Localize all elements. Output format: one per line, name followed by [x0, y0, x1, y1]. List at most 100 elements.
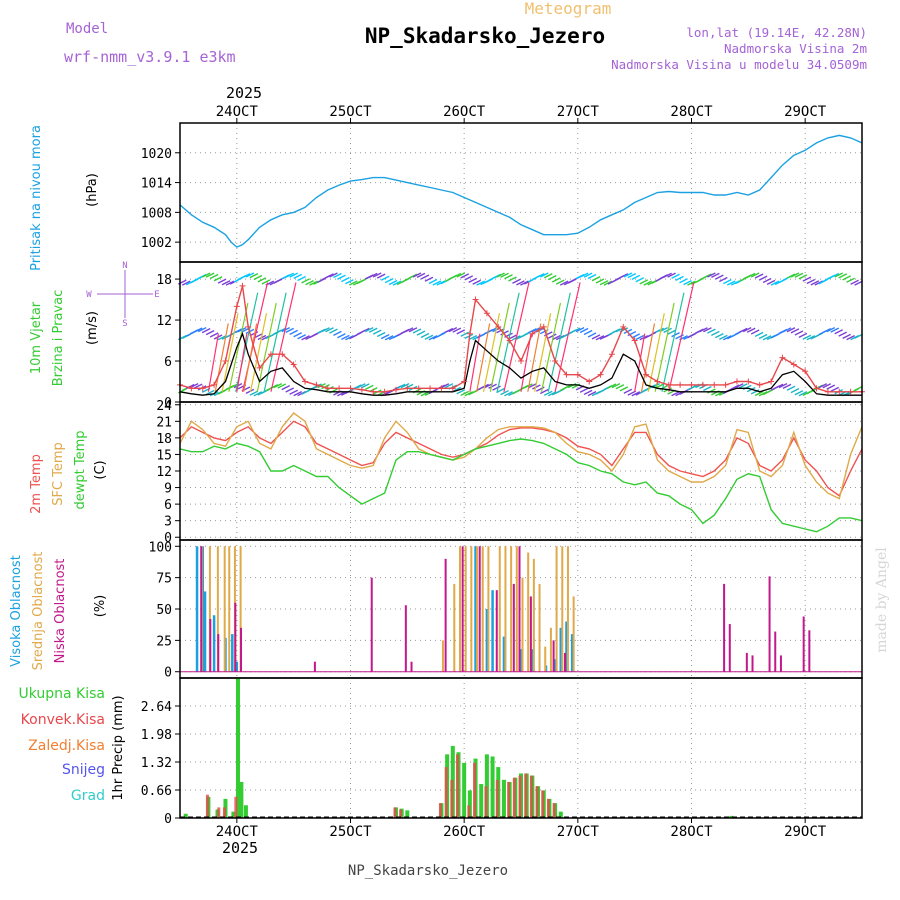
precip-bar — [222, 807, 226, 818]
wind-arrow — [356, 383, 366, 389]
wind-arrow — [547, 391, 557, 397]
precip-title-conv: Konvek.Kisa — [21, 712, 105, 728]
wind-arrow — [488, 383, 497, 389]
wind-arrow — [838, 273, 847, 279]
wind-arrow — [512, 278, 521, 284]
wind-arrow — [842, 333, 851, 339]
wind-arrow — [738, 327, 748, 334]
wind-arrow — [392, 280, 402, 286]
wind-arrow — [285, 272, 295, 278]
wind-arrow — [711, 272, 720, 279]
cloud-bar — [228, 546, 231, 672]
wind-arrow — [285, 327, 295, 334]
wind-arrow — [337, 333, 346, 339]
precip-bar — [518, 775, 522, 818]
wind-arrow — [587, 391, 597, 397]
year-top: 2025 — [226, 84, 262, 102]
wind-arrow — [317, 383, 326, 389]
wind-arrow — [341, 276, 350, 283]
wind-arrow — [297, 275, 306, 282]
gust-marker — [779, 354, 786, 361]
gust-marker — [427, 385, 434, 392]
wind-fan-arrow — [640, 323, 656, 392]
wind-arrow — [790, 388, 800, 394]
wind-arrow — [719, 334, 728, 340]
bottom-xtick-label: 26OCT — [443, 824, 486, 840]
wind-arrow — [313, 383, 322, 389]
wind-arrow — [245, 272, 255, 278]
clouds-ytick-label: 25 — [156, 634, 172, 649]
wind-arrow — [663, 327, 672, 333]
precip-ylabel: 1hr Precip (mm) — [111, 695, 126, 800]
gust-marker — [302, 378, 309, 385]
cloud-bar — [313, 661, 316, 672]
wind-arrow — [301, 278, 310, 284]
wind-arrow — [539, 388, 549, 395]
cloud-bar — [404, 605, 407, 672]
wind-arrow — [464, 275, 474, 281]
bottom-xtick-label: 25OCT — [329, 824, 372, 840]
wind-arrow — [703, 385, 712, 392]
gust-marker — [239, 282, 246, 289]
wind-arrow — [261, 279, 271, 285]
gust-marker — [313, 381, 320, 388]
wind-arrow — [269, 384, 279, 390]
wind-arrow — [345, 335, 354, 341]
wind-arrow — [384, 335, 394, 341]
wind-arrow — [591, 276, 601, 282]
cloud-bar — [512, 583, 515, 672]
wind-arrow — [722, 335, 732, 341]
wind-arrow — [667, 272, 676, 278]
wind-arrow — [547, 275, 557, 281]
cloud-bar — [410, 661, 413, 672]
precip-bar — [529, 775, 533, 818]
gust-marker — [392, 386, 399, 393]
cloud-bar — [474, 546, 477, 672]
gust-marker — [722, 381, 729, 388]
wind-arrow — [464, 333, 474, 340]
cloud-bar — [239, 546, 242, 672]
wind-arrow — [532, 327, 541, 333]
gust-marker — [563, 371, 570, 378]
wind-arrow — [715, 391, 724, 397]
wind-arrow — [416, 272, 426, 278]
wind-arrow — [559, 280, 569, 286]
wind-arrow — [611, 383, 621, 389]
wind-arrow — [790, 328, 800, 334]
wind-arrow — [818, 383, 828, 389]
precip-bar — [183, 813, 188, 818]
wind-arrow — [368, 272, 378, 278]
clouds-ytick-label: 0 — [164, 666, 172, 681]
precip-title-graupel: Grad — [71, 788, 105, 804]
wind-arrow — [281, 385, 291, 391]
wind-arrow — [484, 382, 493, 389]
gust-marker — [745, 378, 752, 385]
clouds-ytick-label: 50 — [156, 603, 172, 618]
wind-arrow — [372, 329, 382, 335]
station-title: NP_Skadarsko_Jezero — [365, 24, 605, 48]
wind-title-2: Brzina i Pravac — [51, 290, 66, 387]
wind-arrow — [376, 331, 386, 338]
cloud-title-mid: Srednja Oblacnost — [31, 552, 46, 671]
wind-fan-arrow — [221, 313, 239, 392]
temp-title-dewpt: dewpt Temp — [73, 430, 88, 509]
wind-arrow — [595, 278, 605, 284]
plot-layer: 1002100810141020061218036912151821240255… — [141, 104, 865, 840]
wind-arrow — [707, 328, 716, 334]
precip-bar — [490, 756, 495, 818]
temperature-series-line — [179, 412, 863, 500]
gust-marker — [461, 378, 468, 385]
wind-arrow — [635, 277, 645, 283]
cloud-bar — [549, 627, 552, 672]
wind-arrow — [794, 390, 804, 396]
precip-bar — [399, 809, 403, 818]
wind-ytick-label: 12 — [156, 314, 172, 329]
precip-bar — [235, 678, 240, 818]
pressure-frame — [179, 122, 863, 263]
wind-arrow — [444, 327, 454, 334]
cloud-bar — [802, 616, 805, 672]
cloud-bar — [768, 576, 771, 672]
cloud-bar — [572, 596, 575, 672]
wind-arrow — [301, 335, 310, 341]
wind-arrow — [758, 275, 768, 281]
